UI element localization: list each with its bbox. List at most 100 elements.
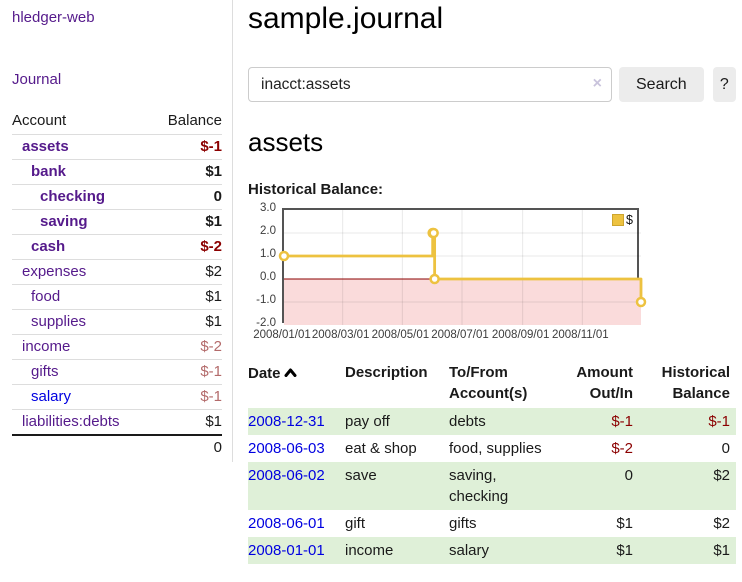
legend-label: $ (626, 213, 633, 227)
transaction-row: 2008-12-31 pay off debts $-1 $-1 (248, 408, 736, 435)
account-row: gifts $-1 (12, 359, 222, 385)
sidebar-account-link[interactable]: assets (22, 138, 69, 155)
account-balance: $-2 (151, 334, 222, 360)
search-button[interactable]: Search (619, 67, 704, 102)
accounts-header-account: Account (12, 112, 67, 129)
transaction-balance: 0 (721, 440, 730, 457)
transaction-description: save (345, 467, 377, 484)
y-axis-tick: 2.0 (260, 225, 276, 237)
transaction-accounts: food, supplies (449, 440, 542, 457)
register-tbody: 2008-12-31 pay off debts $-1 $-1 2008-06-03 ea… (248, 408, 736, 564)
sidebar-account-link[interactable]: saving (40, 213, 88, 230)
register-header-row: Date Description To/From Account(s) Amount … (248, 360, 736, 408)
transaction-date-link[interactable]: 2008-12-31 (248, 413, 325, 430)
historical-balance-chart: $ 3.0 2.0 1.0 0.0 -1.0 -2.0 2008/01/01 2008/03/… (248, 202, 736, 348)
account-balance: $-1 (151, 359, 222, 385)
account-row: supplies $1 (12, 309, 222, 335)
page-title: sample.journal (248, 2, 444, 35)
sidebar-account-link[interactable]: bank (31, 163, 67, 180)
register-header-date[interactable]: Date (248, 360, 345, 408)
transaction-accounts: salary (449, 542, 490, 559)
account-row: bank $1 (12, 159, 222, 185)
sidebar-account-link[interactable]: liabilities:debts (22, 413, 120, 430)
y-axis-tick: -2.0 (256, 317, 276, 329)
transaction-amount: $1 (616, 515, 633, 532)
legend-swatch-icon (612, 214, 625, 226)
transaction-description: eat & shop (345, 440, 417, 457)
transaction-description: gift (345, 515, 366, 532)
transaction-row: 2008-06-01 gift gifts $1 $2 (248, 510, 736, 537)
account-balance: $-1 (151, 384, 222, 410)
brand-link[interactable]: hledger-web (12, 9, 95, 26)
account-balance: $1 (151, 209, 222, 235)
clear-search-icon[interactable]: × (592, 75, 602, 92)
sidebar-account-link[interactable]: food (31, 288, 61, 305)
transaction-date-link[interactable]: 2008-06-01 (248, 515, 325, 532)
register-header-historical-balance: Historical Balance (661, 364, 730, 402)
transaction-date-link[interactable]: 2008-06-03 (248, 440, 325, 457)
transaction-accounts: debts (449, 413, 486, 430)
account-row: expenses $2 (12, 259, 222, 285)
transaction-date-link[interactable]: 2008-01-01 (248, 542, 325, 559)
chart-title: Historical Balance: (248, 181, 384, 198)
x-axis-tick: 2008/01/01 (253, 329, 311, 341)
sidebar-account-link[interactable]: cash (31, 238, 66, 255)
sidebar-account-link[interactable]: gifts (31, 363, 59, 380)
y-axis-tick: 1.0 (260, 248, 276, 260)
transaction-date-link[interactable]: 2008-06-02 (248, 467, 325, 484)
x-axis-tick: 2008/05/01 (371, 329, 430, 341)
transaction-row: 2008-01-01 income salary $1 $1 (248, 537, 736, 564)
sidebar: hledger-web Journal Account Balance asse… (0, 0, 233, 462)
register-table: Date Description To/From Account(s) Amount … (248, 360, 736, 564)
transaction-amount: $-2 (611, 440, 633, 457)
account-row: food $1 (12, 284, 222, 310)
x-axis-tick: 2008/03/01 (311, 329, 370, 341)
register-header-to-from-account-s-: To/From Account(s) (449, 364, 528, 402)
account-balance: $-1 (151, 134, 222, 160)
transaction-row: 2008-06-03 eat & shop food, supplies $-2 0 (248, 435, 736, 462)
register-header-amount-out-in: Amount Out/In (576, 364, 633, 402)
transaction-amount: $-1 (611, 413, 633, 430)
account-row: checking 0 (12, 184, 222, 210)
chart-canvas (278, 210, 647, 325)
y-axis-tick: 0.0 (260, 271, 276, 283)
y-axis-tick: -1.0 (256, 294, 276, 306)
accounts-tbody: assets $-1 bank $1 checking 0 saving $1 cash $-2 e… (12, 134, 222, 435)
account-balance: $1 (151, 284, 222, 310)
sidebar-account-link[interactable]: income (22, 338, 71, 355)
sidebar-item-journal[interactable]: Journal (12, 71, 62, 88)
account-balance: $1 (151, 159, 222, 185)
transaction-description: income (345, 542, 394, 559)
sort-ascending-icon[interactable] (284, 362, 297, 383)
transaction-balance: $1 (713, 542, 730, 559)
transaction-row: 2008-06-02 save saving, checking 0 $2 (248, 462, 736, 510)
register-header-description: Description (345, 364, 428, 381)
x-axis-tick: 2008/11/01 (551, 329, 609, 341)
account-balance: $1 (151, 309, 222, 335)
account-balance: $2 (151, 259, 222, 285)
account-balance: 0 (151, 184, 222, 210)
chart-legend: $ (612, 213, 633, 227)
transaction-amount: $1 (616, 542, 633, 559)
sidebar-account-link[interactable]: checking (40, 188, 106, 205)
transaction-accounts: saving, checking (449, 467, 509, 505)
x-axis-tick: 2008/09/01 (491, 329, 550, 341)
accounts-table: Account Balance assets $-1 bank $1 checking 0… (12, 109, 222, 460)
transaction-balance: $2 (713, 515, 730, 532)
accounts-total-row: 0 (12, 434, 222, 460)
account-row: income $-2 (12, 334, 222, 360)
account-row: liabilities:debts $1 (12, 409, 222, 435)
x-axis-tick: 2008/07/01 (431, 329, 489, 341)
search-input[interactable] (248, 67, 612, 102)
accounts-header-balance: Balance (167, 112, 222, 129)
chart-plot-area[interactable]: $ (278, 208, 647, 325)
account-row: assets $-1 (12, 134, 222, 160)
sidebar-account-link[interactable]: expenses (22, 263, 87, 280)
transaction-balance: $-1 (708, 413, 730, 430)
transaction-accounts: gifts (449, 515, 477, 532)
main-content: sample.journal × Search ? assets Histori… (234, 0, 742, 564)
sidebar-account-link[interactable]: salary (31, 388, 72, 405)
help-button[interactable]: ? (712, 67, 736, 102)
transaction-description: pay off (345, 413, 390, 430)
sidebar-account-link[interactable]: supplies (31, 313, 87, 330)
